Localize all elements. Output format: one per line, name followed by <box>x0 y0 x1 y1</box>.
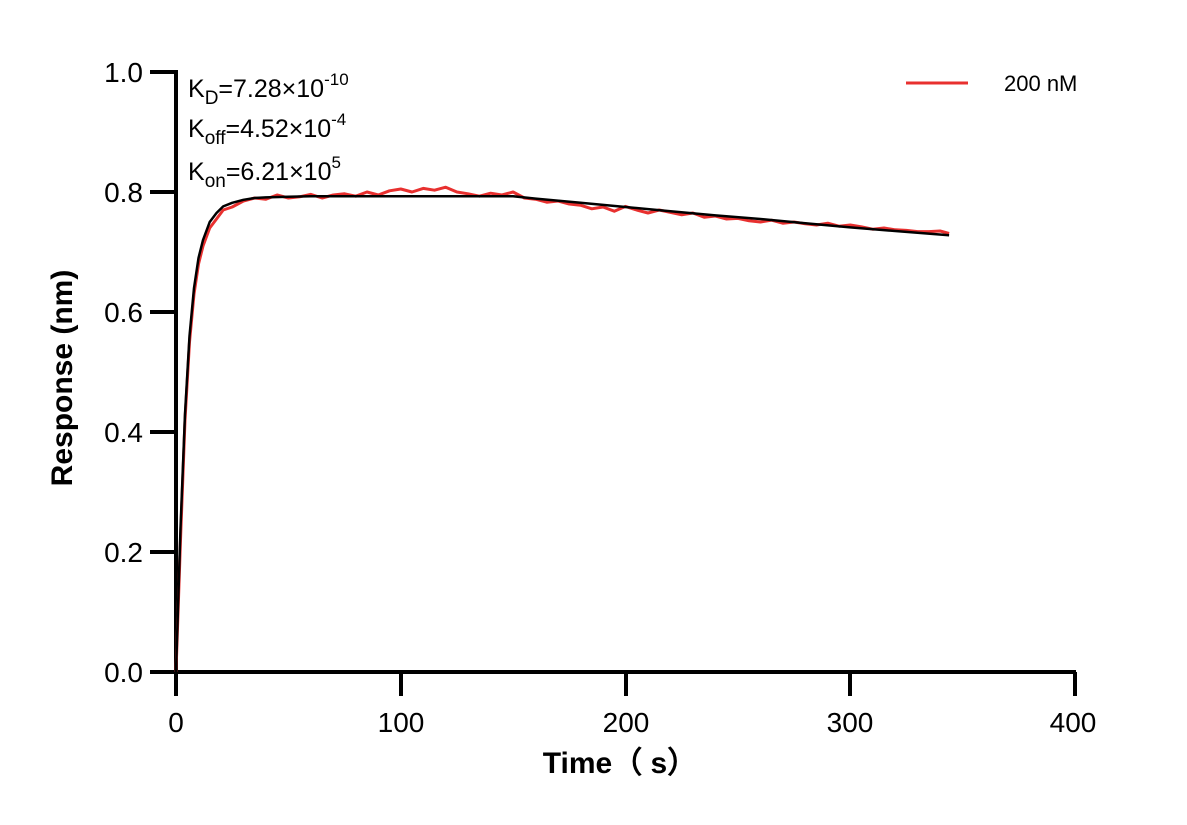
kd-annotation: KD=7.28×10-10 <box>188 70 349 109</box>
x-axis-title: Time（ s） <box>543 746 698 780</box>
fit-line <box>174 194 950 673</box>
x-ticks: 0 100 200 300 400 <box>168 672 1096 738</box>
koff-annotation: Koff=4.52×10-4 <box>188 110 346 149</box>
y-tick-label: 0.8 <box>104 177 143 208</box>
y-tick-label: 0.0 <box>104 657 143 688</box>
series-line-200nm <box>174 185 950 673</box>
kinetic-constants: KD=7.28×10-10 Koff=4.52×10-4 Kon=6.21×10… <box>188 70 349 192</box>
x-tick-label: 100 <box>378 707 425 738</box>
x-tick-label: 0 <box>168 707 184 738</box>
y-tick-label: 0.6 <box>104 297 143 328</box>
x-tick-label: 400 <box>1050 707 1097 738</box>
kon-annotation: Kon=6.21×105 <box>188 153 341 192</box>
y-tick-label: 1.0 <box>104 57 143 88</box>
y-axis-title: Response (nm) <box>46 270 79 487</box>
x-tick-label: 300 <box>827 707 874 738</box>
y-tick-label: 0.2 <box>104 537 143 568</box>
legend-label-200nm: 200 nM <box>1004 71 1077 96</box>
y-ticks: 0.0 0.2 0.4 0.6 0.8 1.0 <box>104 57 176 688</box>
legend: 200 nM <box>906 71 1077 96</box>
y-tick-label: 0.4 <box>104 417 143 448</box>
x-tick-label: 200 <box>603 707 650 738</box>
